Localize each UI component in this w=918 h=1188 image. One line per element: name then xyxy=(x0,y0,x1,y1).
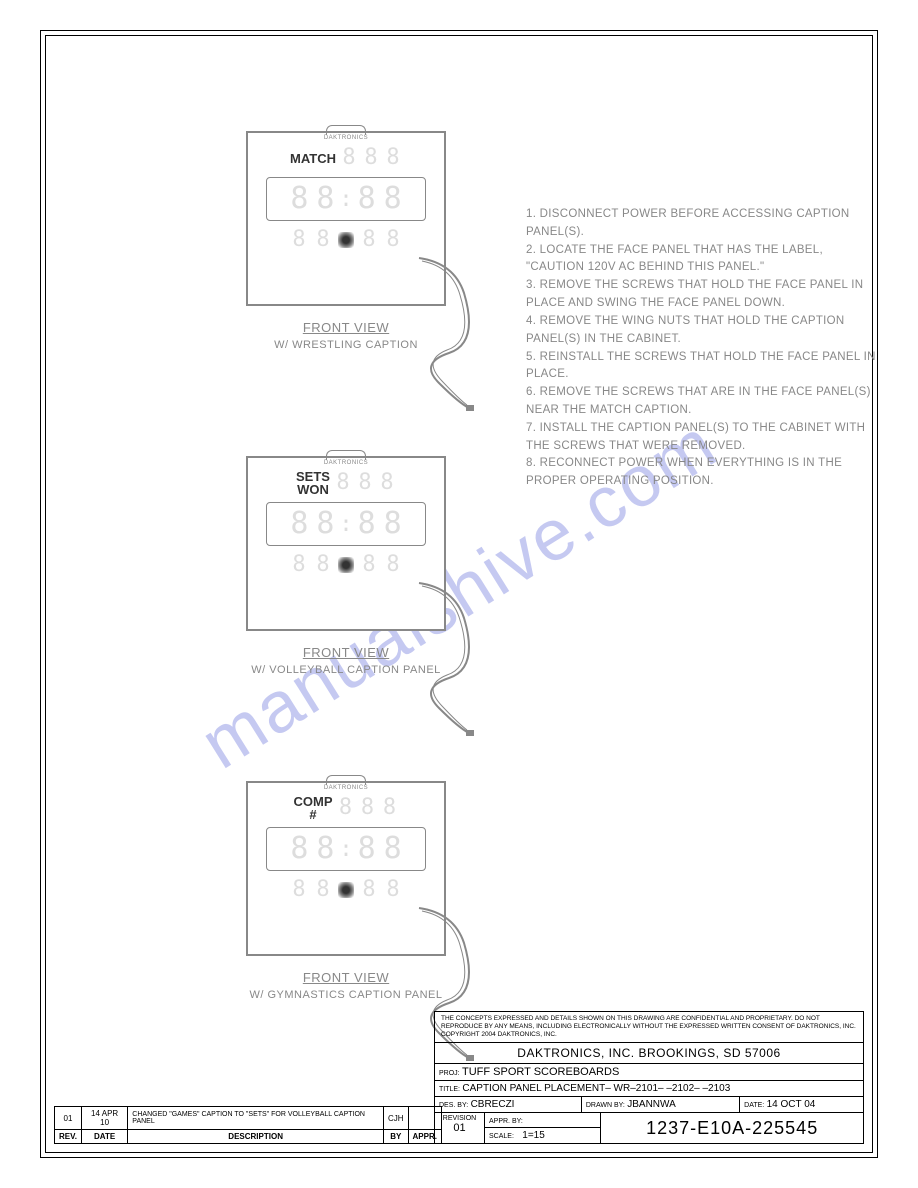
scoreboard-unit: DAKTRONICS MATCH : xyxy=(246,131,446,306)
drawing-number: 1237-E10A-225545 xyxy=(601,1113,863,1143)
rev-header: REV. xyxy=(55,1130,82,1144)
scoreboard-unit: DAKTRONICS COMP# : xyxy=(246,781,446,956)
apprby-label: APPR. BY: xyxy=(489,1118,523,1125)
digit-display xyxy=(334,470,352,496)
scoreboard-view: DAKTRONICS COMP# : xyxy=(236,781,456,1001)
instruction-line: 2. LOCATE THE FACE PANEL THAT HAS THE LA… xyxy=(526,242,876,278)
digit-display xyxy=(381,507,405,541)
scoreboard-view: DAKTRONICS SETSWON : xyxy=(236,456,456,676)
cable-icon xyxy=(414,253,504,413)
horn-icon xyxy=(338,232,354,248)
clock-display: : xyxy=(266,827,426,871)
digit-display xyxy=(381,182,405,216)
digit-display xyxy=(360,877,378,903)
digit-display xyxy=(355,182,379,216)
horn-icon xyxy=(338,557,354,573)
digit-display xyxy=(384,145,402,171)
caption-label: SETSWON xyxy=(296,470,330,496)
scoreboard-unit: DAKTRONICS SETSWON : xyxy=(246,456,446,631)
drawing-outer-frame: manualshive.com DAKTRONICS MATCH : xyxy=(40,30,878,1158)
proj-value: TUFF SPORT SCOREBOARDS xyxy=(462,1066,619,1078)
revision-block: 0114 APR 10CHANGED "GAMES" CAPTION TO "S… xyxy=(54,1106,442,1144)
proj-label: PROJ: xyxy=(439,1070,460,1077)
digit-display xyxy=(313,182,337,216)
instruction-line: 4. REMOVE THE WING NUTS THAT HOLD THE CA… xyxy=(526,313,876,349)
digit-display xyxy=(290,227,308,253)
handle-icon xyxy=(326,450,366,460)
instruction-line: 1. DISCONNECT POWER BEFORE ACCESSING CAP… xyxy=(526,206,876,242)
rev-cell: CJH xyxy=(383,1107,408,1130)
rev-header: DESCRIPTION xyxy=(128,1130,384,1144)
desby-value: CBRECZI xyxy=(471,1099,515,1110)
digit-display xyxy=(314,227,332,253)
digit-display xyxy=(356,470,374,496)
instruction-line: 6. REMOVE THE SCREWS THAT ARE IN THE FAC… xyxy=(526,384,876,420)
drawing-inner-frame: manualshive.com DAKTRONICS MATCH : xyxy=(45,35,873,1153)
rev-cell: CHANGED "GAMES" CAPTION TO "SETS" FOR VO… xyxy=(128,1107,384,1130)
digit-display xyxy=(287,182,311,216)
digit-display xyxy=(314,552,332,578)
handle-icon xyxy=(326,775,366,785)
desby-label: DES. BY: xyxy=(439,1102,468,1109)
legal-text: THE CONCEPTS EXPRESSED AND DETAILS SHOWN… xyxy=(435,1012,863,1042)
instruction-line: 7. INSTALL THE CAPTION PANEL(S) TO THE C… xyxy=(526,420,876,456)
digit-display xyxy=(290,552,308,578)
digit-display xyxy=(360,552,378,578)
instructions-block: 1. DISCONNECT POWER BEFORE ACCESSING CAP… xyxy=(526,206,876,491)
title-label: TITLE: xyxy=(439,1086,460,1093)
title-value: CAPTION PANEL PLACEMENT– WR–2101– –2102–… xyxy=(462,1083,730,1094)
digit-display xyxy=(340,145,358,171)
caption-label: MATCH xyxy=(290,152,336,165)
rev-header: BY xyxy=(383,1130,408,1144)
digit-display xyxy=(355,832,379,866)
digit-display xyxy=(384,877,402,903)
instruction-line: 3. REMOVE THE SCREWS THAT HOLD THE FACE … xyxy=(526,277,876,313)
drawnby-value: JBANNWA xyxy=(627,1099,676,1110)
digit-display xyxy=(384,552,402,578)
company-text: DAKTRONICS, INC. BROOKINGS, SD 57006 xyxy=(435,1043,863,1063)
horn-icon xyxy=(338,882,354,898)
rev-header: DATE xyxy=(81,1130,127,1144)
revision-label: REVISION xyxy=(439,1115,480,1122)
digit-display xyxy=(287,507,311,541)
digit-display xyxy=(362,145,380,171)
digit-display xyxy=(314,877,332,903)
digit-display xyxy=(378,470,396,496)
digit-display xyxy=(381,832,405,866)
caption-label: COMP# xyxy=(294,795,333,821)
scale-value: 1=15 xyxy=(522,1130,545,1141)
digit-display xyxy=(384,227,402,253)
digit-display xyxy=(337,795,355,821)
digit-display xyxy=(290,877,308,903)
cable-icon xyxy=(414,578,504,738)
date-value: 14 OCT 04 xyxy=(767,1099,816,1110)
date-label: DATE: xyxy=(744,1102,764,1109)
instruction-line: 8. RECONNECT POWER WHEN EVERYTHING IS IN… xyxy=(526,455,876,491)
handle-icon xyxy=(326,125,366,135)
digit-display xyxy=(359,795,377,821)
drawnby-label: DRAWN BY: xyxy=(586,1102,625,1109)
title-block: THE CONCEPTS EXPRESSED AND DETAILS SHOWN… xyxy=(434,1011,864,1144)
digit-display xyxy=(360,227,378,253)
rev-cell: 14 APR 10 xyxy=(81,1107,127,1130)
digit-display xyxy=(313,832,337,866)
scoreboard-view: DAKTRONICS MATCH : xyxy=(236,131,456,351)
digit-display xyxy=(355,507,379,541)
clock-display: : xyxy=(266,502,426,546)
digit-display xyxy=(313,507,337,541)
revision-value: 01 xyxy=(439,1122,480,1134)
rev-cell: 01 xyxy=(55,1107,82,1130)
digit-display xyxy=(287,832,311,866)
scale-label: SCALE: xyxy=(489,1133,514,1140)
instruction-line: 5. REINSTALL THE SCREWS THAT HOLD THE FA… xyxy=(526,349,876,385)
digit-display xyxy=(381,795,399,821)
clock-display: : xyxy=(266,177,426,221)
